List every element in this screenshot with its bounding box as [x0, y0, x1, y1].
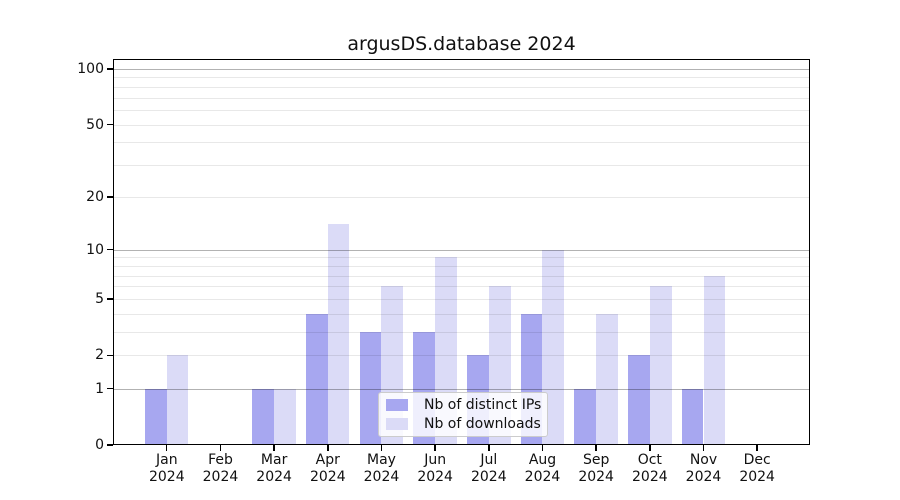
y-tick-100 [107, 68, 113, 70]
x-tick-label-oct: Oct 2024 [632, 452, 668, 485]
x-tick-may [380, 445, 383, 451]
y-tick-label-5: 5 [95, 290, 104, 307]
x-tick-label-may: May 2024 [363, 452, 400, 485]
y-tick-1 [107, 387, 113, 390]
y-tick-label-10: 10 [86, 241, 104, 258]
bar-distinct-ips-may [359, 332, 382, 445]
y-tick-50 [107, 123, 113, 126]
bar-distinct-ips-nov [681, 388, 704, 445]
bar-downloads-mar [274, 388, 296, 445]
y-tick-label-100: 100 [77, 60, 104, 77]
x-tick-label-jul: Jul 2024 [470, 452, 507, 485]
x-tick-aug [541, 445, 544, 451]
legend-label-downloads: Nb of downloads [424, 416, 541, 432]
y-tick-20 [107, 196, 113, 198]
chart-title: argusDS.database 2024 [347, 33, 576, 55]
x-tick-mar [273, 445, 275, 451]
bar-distinct-ips-sep [574, 388, 597, 445]
y-tick-5 [107, 298, 113, 300]
legend-row-downloads: Nb of downloads [386, 416, 541, 432]
bar-downloads-sep [596, 313, 618, 445]
legend-swatch-distinct-ips [386, 399, 408, 411]
x-tick-label-mar: Mar 2024 [256, 452, 292, 485]
x-tick-label-aug: Aug 2024 [524, 452, 561, 485]
legend-label-distinct-ips: Nb of distinct IPs [424, 397, 542, 413]
x-tick-apr [327, 445, 329, 451]
x-tick-label-feb: Feb 2024 [202, 452, 239, 485]
x-tick-jan [166, 445, 168, 451]
x-tick-jul [488, 445, 490, 451]
y-tick-label-20: 20 [86, 188, 104, 205]
bar-distinct-ips-apr [306, 313, 328, 445]
y-tick-label-1: 1 [95, 380, 104, 397]
x-tick-sep [595, 445, 597, 451]
x-tick-jun [434, 445, 436, 451]
y-tick-label-50: 50 [86, 116, 104, 133]
y-tick-label-2: 2 [95, 347, 104, 364]
bar-distinct-ips-jan [145, 388, 167, 445]
bar-downloads-jan [166, 355, 189, 445]
x-tick-label-dec: Dec 2024 [739, 452, 775, 485]
legend: Nb of distinct IPs Nb of downloads [378, 392, 548, 437]
x-tick-label-jun: Jun 2024 [417, 452, 453, 485]
x-tick-label-nov: Nov 2024 [685, 452, 722, 485]
x-tick-dec [756, 445, 758, 451]
legend-swatch-downloads [386, 418, 408, 430]
x-tick-oct [649, 445, 651, 451]
x-tick-feb [219, 445, 222, 451]
plot-frame [113, 59, 810, 445]
legend-row-distinct-ips: Nb of distinct IPs [386, 397, 542, 413]
y-tick-2 [107, 354, 113, 357]
bar-distinct-ips-oct [628, 355, 650, 445]
bar-downloads-apr [327, 224, 350, 445]
bar-downloads-nov [703, 275, 726, 445]
x-tick-nov [702, 445, 705, 451]
y-tick-10 [107, 248, 113, 251]
y-tick-0 [107, 444, 113, 446]
bar-distinct-ips-mar [252, 388, 275, 445]
x-tick-label-jan: Jan 2024 [148, 452, 185, 485]
x-tick-label-sep: Sep 2024 [578, 452, 614, 485]
x-tick-label-apr: Apr 2024 [309, 452, 346, 485]
y-tick-label-0: 0 [95, 437, 104, 453]
bar-downloads-oct [649, 286, 672, 445]
